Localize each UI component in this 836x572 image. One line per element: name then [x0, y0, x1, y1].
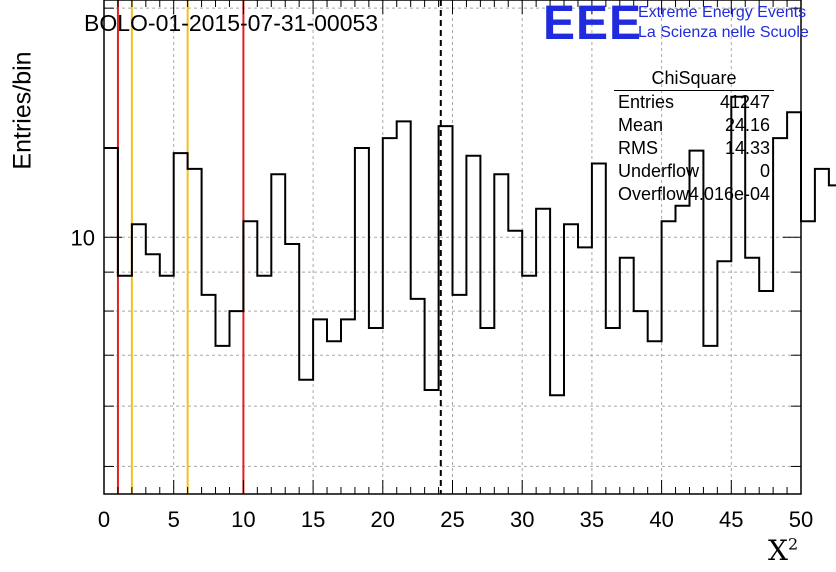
stats-row-overflow: Overflow 4.016e-04 [610, 183, 778, 206]
stats-row-underflow: Underflow 0 [610, 160, 778, 183]
stats-value: 14.33 [724, 138, 770, 158]
x-tick-label: 25 [440, 507, 464, 532]
x-tick-label: 50 [789, 507, 813, 532]
axis-ticks [103, 0, 802, 494]
stats-key: Underflow [618, 161, 700, 181]
stats-key: Entries [618, 92, 675, 112]
stats-row-mean: Mean 24.16 [610, 114, 778, 137]
histogram-series [104, 95, 836, 397]
stats-value: 41247 [719, 92, 770, 112]
logo-mark: EEE [543, 0, 643, 50]
eee-logo: EEE Extreme Energy Events La Scienza nel… [541, 0, 836, 50]
x-axis-label-base: X [768, 534, 788, 567]
x-tick-labels: 0 5 10 15 20 25 30 35 40 45 50 [98, 507, 813, 532]
x-axis-label-sup: 2 [787, 534, 799, 554]
stats-key: Overflow [618, 184, 690, 204]
y-tick-labels: 10 [71, 225, 95, 250]
x-axis-label: X2 [768, 534, 798, 567]
stats-row-entries: Entries 41247 [610, 91, 778, 114]
x-tick-label: 30 [510, 507, 534, 532]
x-tick-label: 40 [649, 507, 673, 532]
x-tick-label: 35 [580, 507, 604, 532]
x-tick-label: 45 [719, 507, 743, 532]
stats-key: RMS [618, 138, 658, 158]
marker-lines [116, 0, 442, 494]
x-tick-label: 15 [301, 507, 325, 532]
x-tick-label: 10 [231, 507, 255, 532]
x-tick-label: 20 [371, 507, 395, 532]
stats-row-rms: RMS 14.33 [610, 137, 778, 160]
stats-value: 4.016e-04 [688, 184, 770, 204]
x-tick-label: 0 [98, 507, 110, 532]
y-axis-label: Entries/bin [8, 51, 37, 170]
stats-value: 24.16 [724, 115, 770, 135]
chart-title: BOLO-01-2015-07-31-00053 [84, 10, 379, 36]
logo-line-2: La Scienza nelle Scuole [638, 24, 809, 41]
stats-key: Mean [618, 115, 664, 135]
stats-box: ChiSquare Entries 41247 Mean 24.16 RMS 14.3… [610, 68, 778, 206]
x-tick-label: 5 [168, 507, 180, 532]
logo-line-1: Extreme Energy Events [638, 4, 807, 21]
stats-value: 0 [759, 161, 770, 181]
y-tick-label: 10 [71, 225, 95, 250]
stats-title: ChiSquare [614, 68, 774, 91]
